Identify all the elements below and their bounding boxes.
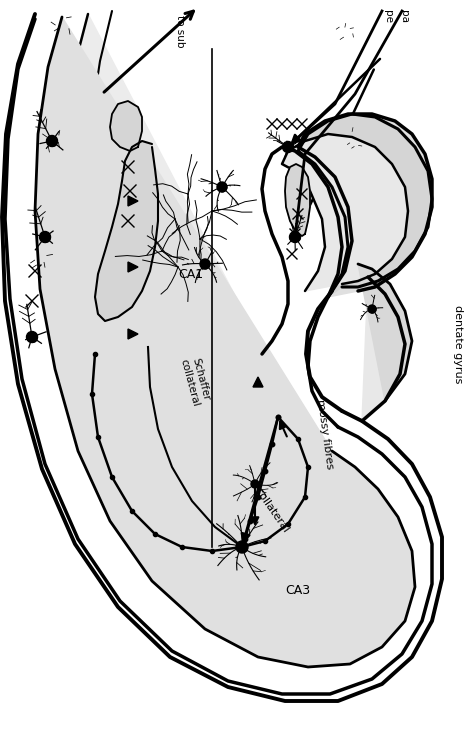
Circle shape	[236, 541, 248, 553]
Polygon shape	[253, 377, 263, 387]
Text: CA3: CA3	[285, 585, 310, 598]
Polygon shape	[35, 17, 415, 667]
Circle shape	[251, 480, 259, 488]
Polygon shape	[110, 101, 142, 151]
Text: to sub: to sub	[175, 15, 185, 47]
Polygon shape	[298, 114, 432, 297]
Text: dentate gyrus: dentate gyrus	[453, 305, 463, 383]
Circle shape	[27, 332, 37, 343]
Circle shape	[283, 141, 293, 152]
Polygon shape	[128, 262, 138, 272]
Circle shape	[217, 182, 227, 192]
Text: mossy fibres: mossy fibres	[315, 399, 335, 469]
Polygon shape	[282, 134, 408, 291]
Circle shape	[200, 259, 210, 269]
Text: collateral: collateral	[253, 487, 291, 535]
Text: Schaffer
collateral: Schaffer collateral	[178, 355, 212, 408]
Circle shape	[39, 232, 51, 243]
Text: pa: pa	[399, 10, 409, 23]
Polygon shape	[128, 196, 138, 206]
Polygon shape	[298, 114, 432, 297]
Circle shape	[290, 232, 301, 243]
Text: CA1: CA1	[178, 268, 203, 281]
Polygon shape	[95, 141, 158, 321]
Polygon shape	[362, 277, 405, 421]
Polygon shape	[285, 164, 310, 236]
Polygon shape	[128, 329, 138, 339]
Circle shape	[46, 136, 57, 147]
Polygon shape	[62, 14, 392, 641]
Polygon shape	[358, 264, 412, 401]
Circle shape	[368, 305, 376, 313]
Text: pe: pe	[383, 10, 393, 23]
